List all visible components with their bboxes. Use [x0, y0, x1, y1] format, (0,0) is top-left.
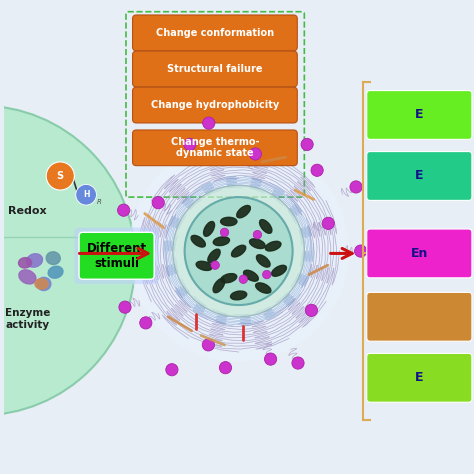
Ellipse shape	[231, 245, 246, 257]
Circle shape	[220, 228, 229, 237]
Ellipse shape	[35, 279, 48, 289]
Text: E: E	[415, 170, 424, 182]
Circle shape	[118, 204, 130, 216]
Circle shape	[239, 275, 247, 283]
FancyBboxPatch shape	[79, 232, 154, 279]
Ellipse shape	[256, 255, 270, 267]
Ellipse shape	[213, 278, 225, 293]
Text: H: H	[83, 190, 89, 199]
FancyBboxPatch shape	[367, 229, 472, 278]
Circle shape	[152, 197, 164, 209]
Ellipse shape	[208, 249, 220, 263]
Ellipse shape	[255, 283, 271, 293]
Text: E: E	[415, 371, 424, 384]
Ellipse shape	[203, 221, 215, 237]
Ellipse shape	[272, 265, 286, 276]
Circle shape	[0, 106, 136, 415]
Ellipse shape	[237, 205, 250, 218]
Circle shape	[350, 181, 362, 193]
Circle shape	[355, 245, 367, 257]
Circle shape	[202, 339, 214, 351]
Ellipse shape	[46, 252, 60, 264]
Circle shape	[322, 217, 335, 229]
Circle shape	[301, 138, 313, 151]
Ellipse shape	[18, 257, 32, 268]
Circle shape	[249, 148, 262, 160]
FancyBboxPatch shape	[367, 292, 472, 341]
Circle shape	[185, 197, 292, 305]
Text: Change hydrophobicity: Change hydrophobicity	[151, 100, 279, 110]
FancyBboxPatch shape	[367, 91, 472, 139]
Circle shape	[173, 185, 304, 317]
FancyBboxPatch shape	[367, 152, 472, 201]
Circle shape	[219, 362, 232, 374]
Text: Enzyme
activity: Enzyme activity	[5, 309, 50, 330]
Ellipse shape	[196, 261, 212, 271]
FancyBboxPatch shape	[74, 228, 159, 284]
Text: En: En	[410, 247, 428, 260]
Text: Change thermo-
dynamic state: Change thermo- dynamic state	[171, 137, 259, 158]
Ellipse shape	[260, 219, 272, 233]
Ellipse shape	[265, 241, 281, 251]
Ellipse shape	[191, 236, 205, 247]
Circle shape	[203, 117, 215, 129]
Text: Structural failure: Structural failure	[167, 64, 263, 74]
Circle shape	[46, 162, 74, 190]
Ellipse shape	[18, 270, 36, 283]
Text: R: R	[97, 199, 101, 205]
Circle shape	[166, 364, 178, 376]
Ellipse shape	[213, 237, 229, 246]
Ellipse shape	[221, 273, 237, 283]
Text: Different
stimuli: Different stimuli	[87, 242, 146, 270]
Text: S: S	[57, 171, 64, 181]
Circle shape	[76, 184, 96, 205]
Text: Change conformation: Change conformation	[156, 28, 274, 38]
Circle shape	[119, 301, 131, 313]
Text: E: E	[415, 109, 424, 121]
Ellipse shape	[48, 266, 63, 278]
Circle shape	[128, 141, 349, 361]
Ellipse shape	[230, 291, 247, 300]
FancyBboxPatch shape	[133, 15, 297, 51]
Circle shape	[311, 164, 323, 176]
Circle shape	[140, 317, 152, 329]
Ellipse shape	[220, 217, 237, 226]
Circle shape	[305, 304, 318, 317]
Ellipse shape	[249, 239, 265, 248]
Circle shape	[211, 261, 219, 269]
FancyBboxPatch shape	[133, 51, 297, 87]
Text: Redox: Redox	[8, 206, 47, 216]
Ellipse shape	[244, 270, 258, 281]
Circle shape	[264, 353, 277, 365]
Circle shape	[253, 230, 262, 239]
Circle shape	[263, 270, 271, 279]
Ellipse shape	[27, 254, 43, 267]
Circle shape	[125, 251, 137, 264]
Ellipse shape	[37, 277, 51, 291]
Circle shape	[292, 357, 304, 369]
FancyBboxPatch shape	[133, 87, 297, 123]
FancyBboxPatch shape	[133, 130, 297, 165]
FancyBboxPatch shape	[367, 354, 472, 402]
Circle shape	[184, 138, 196, 150]
